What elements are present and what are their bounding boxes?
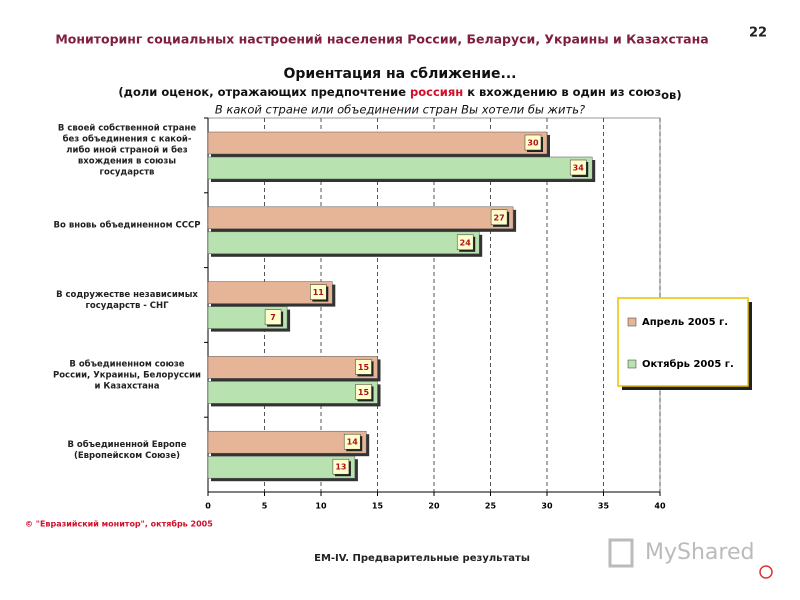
y-tick-label: Во вновь объединенном СССР <box>53 220 201 231</box>
label-box <box>490 209 508 226</box>
value-label: 15 <box>358 388 370 397</box>
legend-swatch <box>627 359 637 369</box>
bar <box>207 231 480 255</box>
label-box <box>355 384 372 400</box>
x-tick-label: 20 <box>428 502 440 511</box>
watermark-icon <box>608 538 634 568</box>
y-tick-label: В своей собственной стране без объединен… <box>57 123 197 178</box>
bar <box>207 131 548 155</box>
bar <box>207 430 367 454</box>
value-label: 34 <box>573 164 585 173</box>
label-box <box>310 284 327 300</box>
label-box <box>332 458 350 475</box>
legend-label: Апрель 2005 г. <box>642 317 728 328</box>
label-box <box>355 359 372 375</box>
chart-title: Ориентация на сближение... <box>283 66 516 82</box>
value-label: 30 <box>527 139 539 148</box>
label-box <box>524 134 542 151</box>
value-label: 15 <box>358 363 370 372</box>
watermark: MyShared <box>645 540 754 565</box>
y-tick-label: В объединенном союзе России, Украины, Бе… <box>52 359 201 392</box>
legend-label: Октябрь 2005 г. <box>642 358 734 370</box>
value-label: 24 <box>460 238 472 247</box>
label-box <box>343 433 361 450</box>
bar <box>207 206 514 230</box>
value-label: 13 <box>335 463 346 472</box>
x-tick-label: 30 <box>541 502 553 511</box>
chart-subtitle: (доли оценок, отражающих предпочтение ро… <box>118 85 681 102</box>
subtitle-part: к вхождению в один из союз <box>467 85 661 99</box>
legend-swatch <box>627 317 637 327</box>
question: В какой стране или объединении стран Вы … <box>215 103 585 117</box>
x-tick-label: 15 <box>372 502 384 511</box>
footer: ЕМ-IV. Предварительные результаты <box>314 553 530 564</box>
x-tick-label: 25 <box>485 502 497 511</box>
value-label: 14 <box>347 438 359 447</box>
x-tick-label: 5 <box>262 502 268 511</box>
subtitle-part: (доли оценок, отражающих предпочтение <box>118 85 406 99</box>
y-tick-label: В объединенной Европе (Европейском Союзе… <box>67 439 187 461</box>
label-box <box>456 234 474 251</box>
page-number: 22 <box>749 26 767 41</box>
x-tick-label: 40 <box>654 502 666 511</box>
subtitle-part: ов) <box>661 88 681 102</box>
label-box <box>569 159 587 176</box>
bar <box>207 381 378 404</box>
label-box <box>264 309 282 325</box>
subtitle-highlight: россиян <box>410 85 463 99</box>
value-label: 7 <box>270 313 276 322</box>
footnote: © "Евразийский монитор", октябрь 2005 <box>25 519 213 529</box>
bar <box>207 156 593 180</box>
x-tick-label: 0 <box>205 502 211 511</box>
bar <box>207 281 333 304</box>
bar <box>207 455 356 479</box>
value-label: 27 <box>494 213 505 222</box>
y-tick-label: В содружестве независимых государств - С… <box>56 290 198 311</box>
legend <box>617 297 749 387</box>
x-tick-label: 10 <box>315 502 327 511</box>
value-label: 11 <box>313 288 325 297</box>
x-tick-label: 35 <box>598 502 610 511</box>
header: Мониторинг социальных настроений населен… <box>55 32 708 47</box>
nav-icon[interactable] <box>759 565 773 579</box>
bar <box>207 356 378 379</box>
